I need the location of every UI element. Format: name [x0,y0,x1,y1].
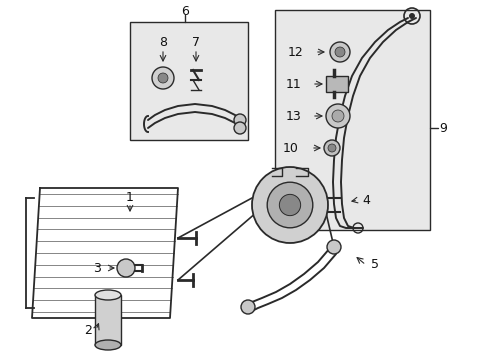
Circle shape [325,104,349,128]
Text: 11: 11 [285,77,301,90]
Circle shape [408,13,414,19]
Text: 4: 4 [361,194,369,207]
Text: 7: 7 [192,36,200,49]
Bar [130,22,247,140]
Circle shape [324,140,339,156]
Text: 2: 2 [84,324,92,337]
Text: 3: 3 [93,261,101,274]
Circle shape [241,300,254,314]
Circle shape [117,259,135,277]
Circle shape [251,167,327,243]
Bar [325,76,347,92]
Text: 8: 8 [159,36,167,49]
Bar [274,10,429,230]
Ellipse shape [95,290,121,300]
Circle shape [279,194,300,216]
Circle shape [152,67,174,89]
Text: 9: 9 [438,122,446,135]
Circle shape [158,73,168,83]
Circle shape [326,240,340,254]
Text: 6: 6 [181,5,188,18]
Bar [95,295,121,345]
Circle shape [266,182,312,228]
Circle shape [234,122,245,134]
Text: 5: 5 [370,258,378,271]
Circle shape [331,110,343,122]
Text: 10: 10 [283,141,298,154]
Circle shape [329,42,349,62]
Text: 1: 1 [126,190,134,203]
Ellipse shape [95,340,121,350]
Circle shape [334,47,345,57]
Circle shape [327,144,335,152]
Circle shape [234,114,245,126]
Text: 12: 12 [287,45,303,59]
Text: 13: 13 [285,109,301,122]
